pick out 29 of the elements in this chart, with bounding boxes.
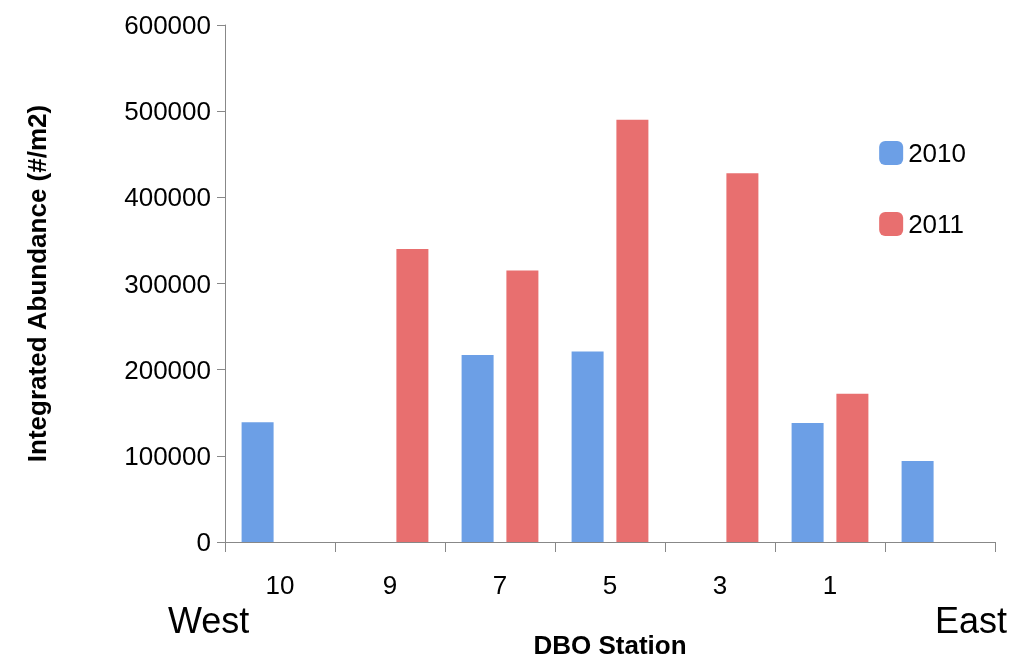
y-tick-label: 0 bbox=[196, 527, 211, 557]
y-tick-label: 200000 bbox=[124, 354, 211, 385]
y-axis-title: Integrated Abundance (#/m2) bbox=[22, 104, 52, 463]
x-tick-label: 10 bbox=[265, 570, 295, 600]
x-tick-label: 9 bbox=[382, 570, 398, 600]
x-tick-label: 1 bbox=[822, 570, 838, 600]
bar bbox=[396, 249, 429, 542]
bar bbox=[461, 355, 494, 542]
x-tick-label: 5 bbox=[602, 570, 618, 600]
y-tick-label: 500000 bbox=[124, 96, 211, 127]
bar bbox=[791, 423, 824, 542]
bar bbox=[901, 461, 934, 542]
x-axis-title: DBO Station bbox=[533, 630, 687, 660]
text: West bbox=[168, 599, 250, 641]
text: East bbox=[934, 599, 1008, 641]
y-tick-label: 600000 bbox=[124, 10, 211, 40]
bar bbox=[241, 422, 274, 542]
y-tick-label: 300000 bbox=[124, 268, 211, 299]
y-tick-label: 100000 bbox=[124, 440, 211, 471]
legend-label: 2011 bbox=[908, 209, 965, 239]
x-tick-label: 7 bbox=[492, 570, 508, 600]
bar bbox=[726, 173, 759, 542]
y-tick-label: 400000 bbox=[124, 182, 211, 213]
legend-label: 2010 bbox=[908, 138, 966, 168]
bar bbox=[506, 270, 539, 542]
bar bbox=[836, 393, 869, 542]
bar bbox=[616, 119, 649, 542]
x-tick-label: 3 bbox=[712, 570, 728, 600]
bar bbox=[571, 351, 604, 542]
